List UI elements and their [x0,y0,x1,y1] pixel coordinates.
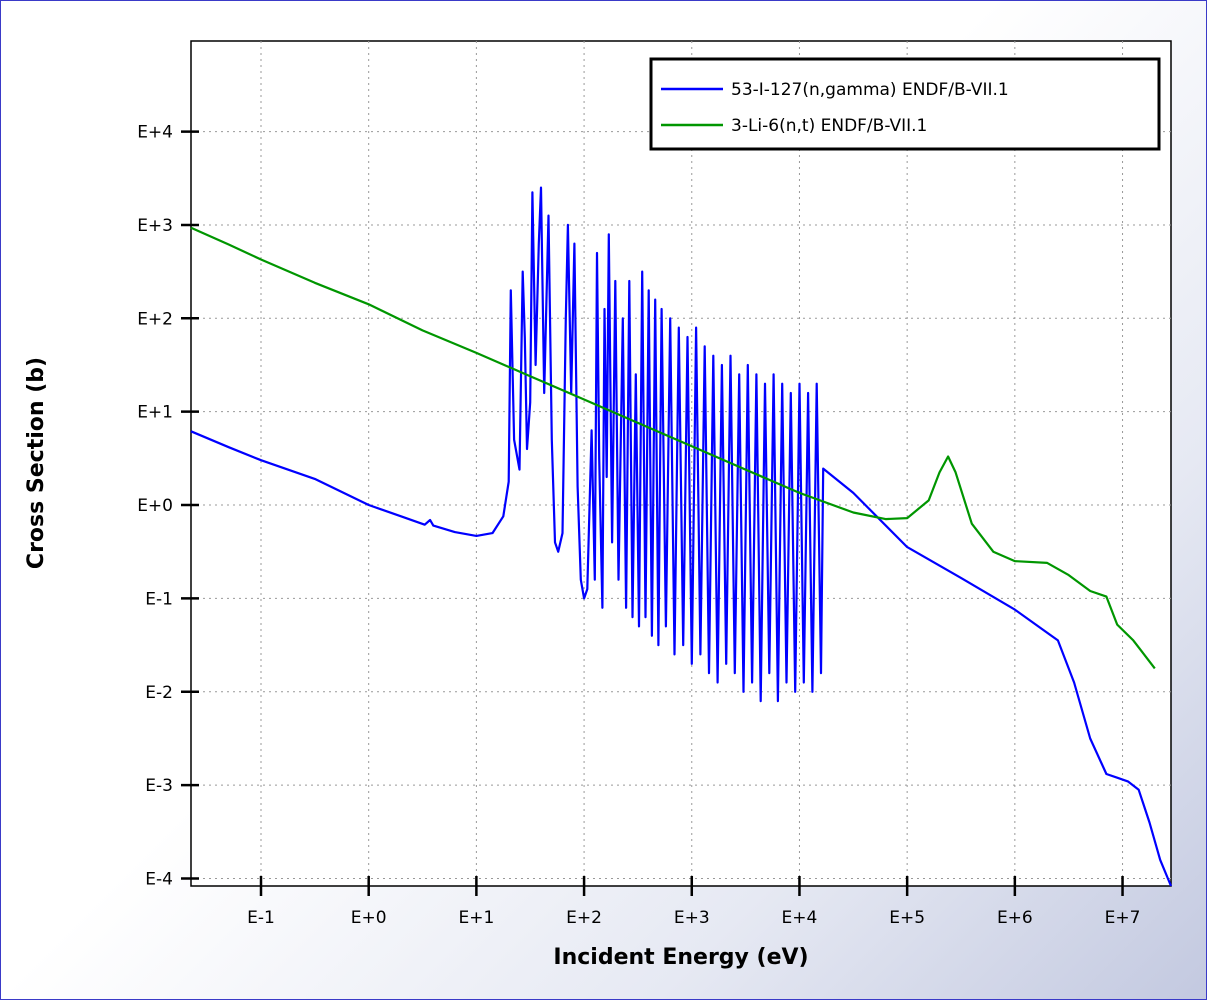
y-tick-label: E-2 [145,683,173,703]
y-tick-label: E-1 [145,589,173,609]
y-tick-label: E-4 [145,870,173,890]
y-tick-label: E+4 [137,123,173,143]
y-tick-label: E+2 [137,309,173,329]
series-line-2 [190,226,1156,670]
legend-label: 53-I-127(n,gamma) ENDF/B-VII.1 [731,80,1009,100]
y-axis-title: Cross Section (b) [24,357,49,569]
x-tick-label: E-1 [247,908,275,928]
x-axis-title: Incident Energy (eV) [553,945,808,970]
legend-box [649,57,1161,151]
y-tick-label: E+3 [137,216,173,236]
x-tick-label: E+2 [566,908,602,928]
x-tick-label: E+3 [674,908,710,928]
x-tick-label: E+0 [351,908,387,928]
x-tick-label: E+1 [458,908,494,928]
series-line-1 [190,186,1173,887]
x-axis-ticks: E-1 E+0 E+1 E+2 E+3 E+4 E+5 E+6 E+7 [247,876,1140,928]
y-tick-label: E+1 [137,403,173,423]
x-tick-label: E+5 [889,908,925,928]
y-tick-label: E-3 [145,776,173,796]
legend: 53-I-127(n,gamma) ENDF/B-VII.1 3-Li-6(n,t… [649,57,1161,151]
x-tick-label: E+4 [782,908,818,928]
x-tick-label: E+7 [1105,908,1141,928]
series [190,186,1173,887]
legend-label: 3-Li-6(n,t) ENDF/B-VII.1 [731,116,927,136]
y-axis-ticks: E-4 E-3 E-2 E-1 E+0 E+1 E+2 E+3 E+4 [137,123,199,890]
x-tick-label: E+6 [997,908,1033,928]
y-tick-label: E+0 [137,496,173,516]
